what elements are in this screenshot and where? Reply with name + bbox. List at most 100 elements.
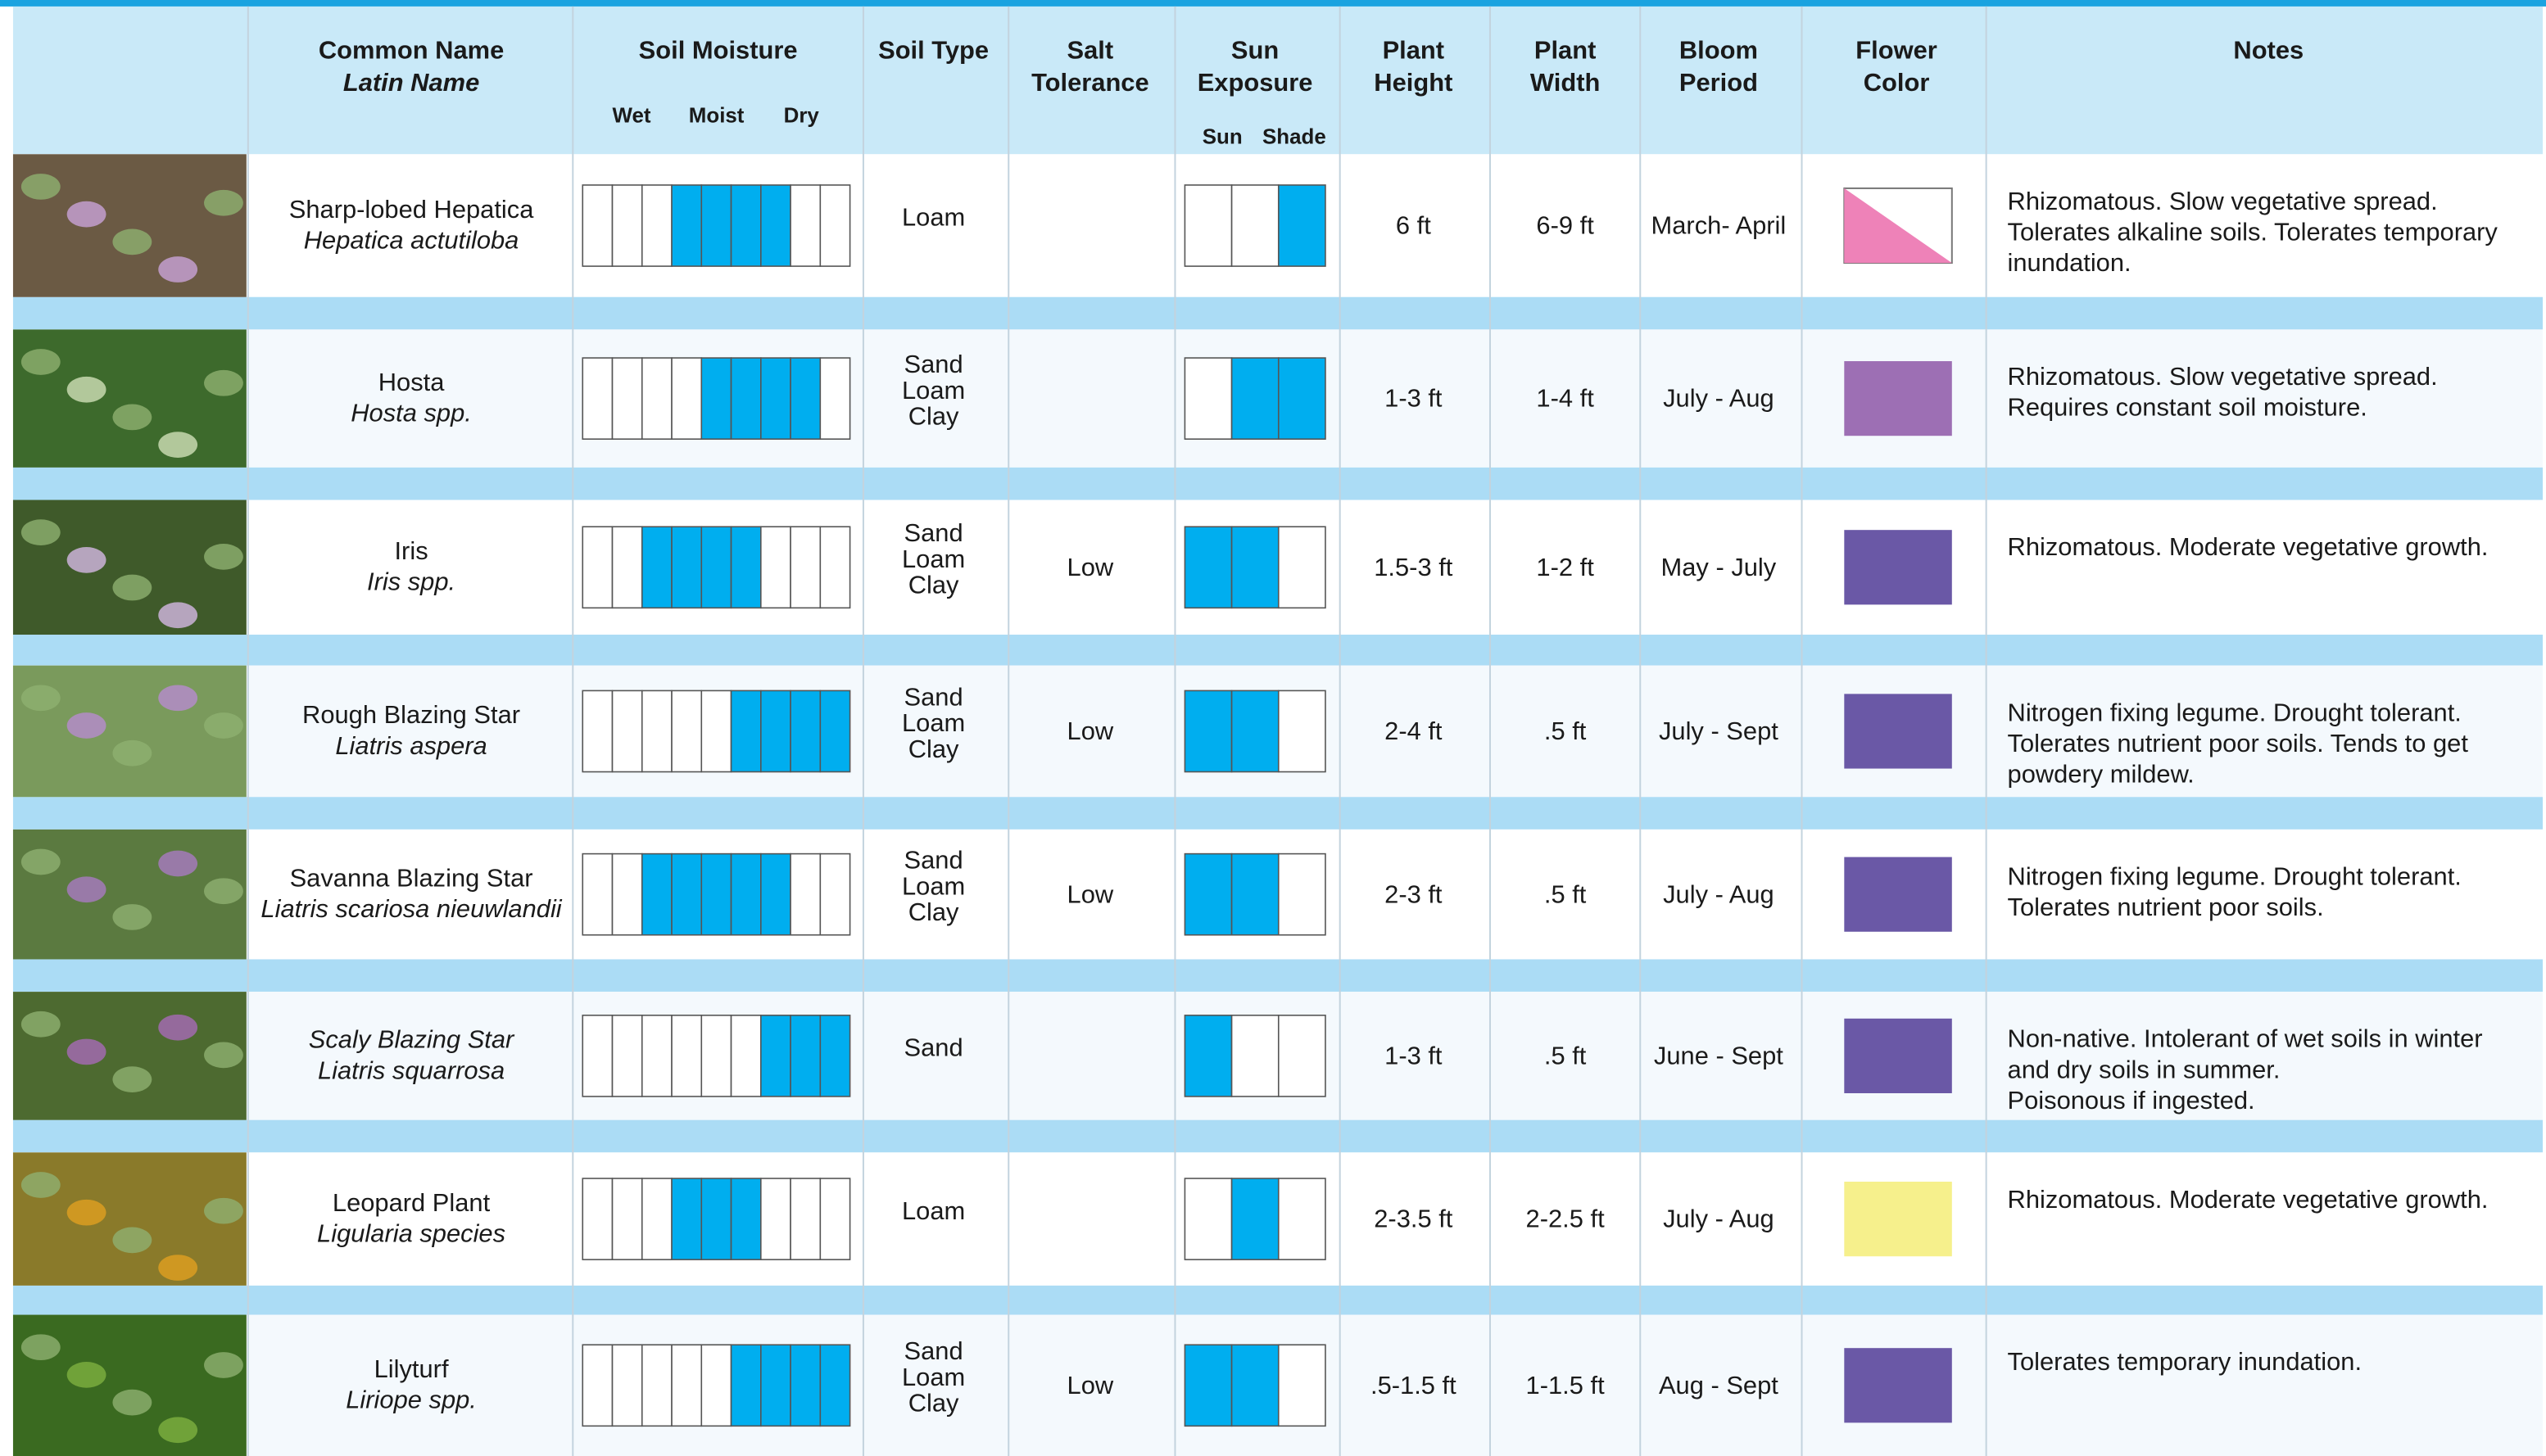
note-line: Tolerates nutrient poor soils.: [2008, 893, 2324, 921]
moisture-cell: [700, 1178, 732, 1260]
header-text: Plant: [1534, 36, 1596, 65]
photo: [12, 500, 247, 635]
note-line: and dry soils in summer.: [2008, 1055, 2281, 1083]
header-text: Latin Name: [343, 68, 479, 97]
moisture-cell: [790, 852, 822, 936]
plant-height: 1-3 ft: [1384, 384, 1443, 413]
photo-detail: [158, 1255, 198, 1281]
plant-width: .5 ft: [1544, 1042, 1587, 1070]
latin-name: Iris spp.: [367, 567, 455, 596]
moisture-cell: [760, 852, 791, 936]
photo-detail: [158, 432, 198, 458]
sun-cell: [1184, 690, 1233, 773]
soil-type: Sand: [904, 846, 963, 875]
plant-height: 2-4 ft: [1384, 717, 1443, 745]
photo-detail: [204, 878, 243, 905]
plant-width: 1-1.5 ft: [1526, 1371, 1606, 1399]
sun-cell: [1230, 852, 1280, 936]
moisture-cell: [730, 852, 762, 936]
note-line: Rhizomatous. Moderate vegetative growth.: [2008, 1185, 2489, 1214]
note-line: Non-native. Intolerant of wet soils in w…: [2008, 1024, 2483, 1053]
sun-cell: [1277, 852, 1326, 936]
soil-type: Loam: [902, 376, 965, 405]
moisture-cell: [700, 1015, 732, 1097]
soil-type: Sand: [904, 1033, 963, 1062]
photo-detail: [66, 376, 106, 403]
moisture-cell: [671, 357, 703, 440]
note-line: Requires constant soil moisture.: [2008, 393, 2367, 422]
sun-cell: [1230, 357, 1280, 440]
common-name: Rough Blazing Star: [302, 700, 520, 729]
plant-height: 1-3 ft: [1384, 1042, 1443, 1070]
moisture-cell: [760, 1344, 791, 1427]
moisture-cell: [582, 1015, 614, 1097]
moisture-cell: [760, 526, 791, 609]
common-name: Savanna Blazing Star: [290, 864, 533, 893]
plant-width: 1-2 ft: [1536, 553, 1594, 581]
moisture-cell: [790, 357, 822, 440]
moisture-cell: [730, 690, 762, 773]
moisture-cell: [611, 1344, 643, 1427]
moisture-cell: [671, 690, 703, 773]
moisture-cell: [582, 1344, 614, 1427]
plant-width: 6-9 ft: [1536, 211, 1594, 240]
latin-name: Liriope spp.: [346, 1386, 477, 1414]
note-line: Tolerates temporary inundation.: [2008, 1347, 2363, 1376]
bloom-period: Aug - Sept: [1659, 1371, 1778, 1399]
photo-detail: [204, 189, 243, 216]
photo-detail: [204, 712, 243, 739]
photo-detail: [204, 544, 243, 570]
photo-detail: [66, 546, 106, 573]
moisture-cell: [700, 526, 732, 609]
moisture-cell: [700, 1344, 732, 1427]
sun-cell: [1230, 184, 1280, 267]
moisture-cell: [611, 357, 643, 440]
color-swatch: [1844, 1018, 1952, 1093]
sun-cell: [1277, 526, 1326, 609]
moisture-cell: [671, 184, 703, 267]
moisture-cell: [790, 1178, 822, 1260]
sun-cell: [1230, 1015, 1280, 1097]
photo-detail: [158, 256, 198, 283]
salt-tolerance: Low: [1067, 717, 1114, 745]
moisture-cell: [611, 184, 643, 267]
note-line: Rhizomatous. Slow vegetative spread.: [2008, 187, 2438, 215]
moisture-cell: [641, 690, 673, 773]
photo-detail: [66, 1199, 106, 1226]
moisture-cell: [819, 526, 851, 609]
photo-detail: [158, 685, 198, 712]
sun-cell: [1277, 1015, 1326, 1097]
header-text: Period: [1679, 68, 1758, 97]
header-text: Width: [1530, 68, 1600, 97]
soil-type: Clay: [908, 571, 959, 599]
moisture-cell: [611, 1178, 643, 1260]
salt-tolerance: Low: [1067, 879, 1114, 908]
latin-name: Liatris scariosa nieuwlandii: [260, 894, 562, 923]
photo-detail: [158, 602, 198, 629]
common-name: Iris: [394, 536, 428, 565]
sun-cell: [1277, 1178, 1326, 1260]
photo-detail: [204, 1042, 243, 1069]
photo-detail: [158, 1417, 198, 1444]
moisture-cell: [819, 1015, 851, 1097]
moisture-cell: [611, 526, 643, 609]
sun-cell: [1277, 690, 1326, 773]
moisture-cell: [700, 357, 732, 440]
photo-detail: [112, 1066, 152, 1092]
moisture-cell: [790, 526, 822, 609]
moisture-cell: [582, 526, 614, 609]
photo-detail: [66, 1362, 106, 1388]
note-line: Tolerates alkaline soils. Tolerates temp…: [2008, 218, 2498, 246]
header-sub: Dry: [784, 105, 820, 128]
color-swatch: [1844, 694, 1952, 769]
moisture-cell: [730, 526, 762, 609]
soil-type: Loam: [902, 545, 965, 573]
sun-cell: [1184, 1015, 1233, 1097]
latin-name: Liatris squarrosa: [318, 1056, 505, 1084]
header-text: Flower: [1855, 36, 1937, 65]
moisture-cell: [582, 1178, 614, 1260]
soil-type: Clay: [908, 402, 959, 431]
common-name: Leopard Plant: [333, 1188, 491, 1217]
moisture-cell: [582, 184, 614, 267]
